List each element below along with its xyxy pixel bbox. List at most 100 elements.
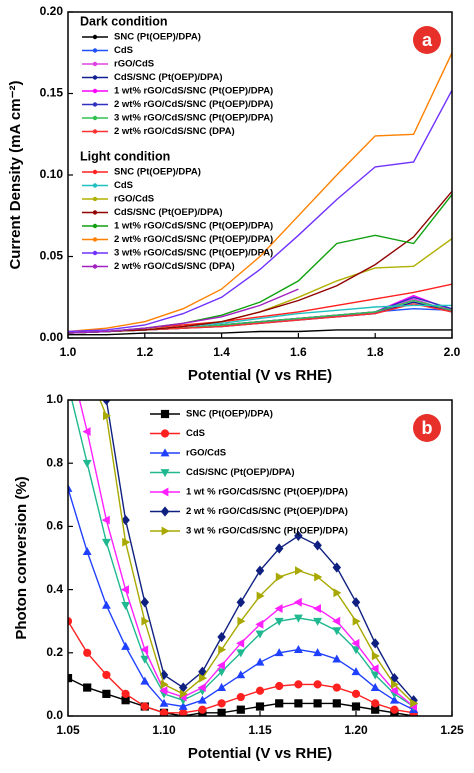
marker [293,614,303,623]
legend-label: 3 wt % rGO/CdS/SNC (Pt(OEP)/DPA) [186,526,348,537]
series-line [68,304,452,334]
marker [371,699,380,708]
marker [370,671,380,680]
marker [121,602,131,611]
marker [197,683,206,693]
marker [351,667,361,676]
legend-swatch-dot [92,48,98,53]
legend-label: CdS/SNC (Pt(OEP)/DPA) [186,467,295,478]
marker [274,604,283,614]
marker [351,597,361,608]
marker [332,627,342,636]
legend-swatch-dot [92,88,98,94]
marker [390,705,399,714]
marker [236,705,245,714]
plot-frame [67,11,453,339]
marker [159,686,168,696]
y-tick-label: 0.00 [40,330,64,344]
marker [332,654,342,663]
x-tick-label: 1.15 [248,723,272,737]
marker [312,604,321,614]
marker [314,572,323,582]
marker [313,540,322,551]
marker [82,459,92,468]
x-tick-label: 1.10 [152,723,176,737]
legend-label: 2 wt % rGO/CdS/SNC (Pt(OEP)/DPA) [186,506,348,517]
marker [101,515,110,525]
legend-swatch-dot [92,115,98,121]
legend-swatch-dot [92,102,98,107]
marker [332,616,341,626]
marker [103,411,112,421]
marker [218,645,227,655]
marker [332,562,342,573]
legend-label: CdS/SNC (Pt(OEP)/DPA) [114,207,223,218]
marker [255,686,265,695]
y-tick-label: 0.20 [40,4,64,18]
y-axis-title: Photon conversion (%) [13,476,30,639]
marker [256,591,265,601]
marker [237,616,246,626]
marker [294,680,303,689]
y-tick-label: 0.2 [46,645,63,659]
legend-swatch-dot [92,129,98,134]
marker [197,695,207,704]
legend-marker [161,526,170,536]
marker [313,699,322,708]
plot-frame [67,399,453,717]
marker [140,676,150,685]
marker [255,657,265,666]
legend-swatch-dot [92,250,98,256]
marker [102,670,111,680]
marker [255,702,265,711]
panel-badge [413,414,441,442]
marker [275,699,284,708]
marker [274,617,284,626]
marker [84,365,90,372]
legend-title: Light condition [80,149,170,163]
legend-marker [160,429,170,438]
marker [370,664,379,674]
legend-marker [160,469,170,478]
x-axis-title: Potential (V vs RHE) [188,745,332,762]
marker [351,646,361,655]
y-tick-label: 0.8 [46,455,63,469]
marker [275,681,284,691]
legend-label: rGO/CdS [114,194,154,205]
marker [159,708,169,716]
series-line [68,329,452,336]
marker [313,617,323,626]
marker [83,648,92,657]
marker [217,699,226,708]
series-line [71,400,414,708]
marker [236,649,246,658]
legend-swatch-dot [92,61,98,67]
legend-label: 3 wt% rGO/CdS/SNC (Pt(OEP)/DPA) [114,248,273,259]
series-line [68,52,452,333]
series-line [68,288,299,334]
marker [370,638,380,649]
x-tick-label: 1.05 [56,723,80,737]
legend-label: 2 wt% rGO/CdS/SNC (DPA) [114,126,235,137]
marker [236,692,245,702]
marker [293,645,303,654]
plot-area [68,52,452,336]
y-tick-label: 0.6 [46,519,63,533]
marker [121,689,130,698]
marker [255,630,265,639]
marker [160,679,169,689]
marker [255,565,265,576]
legend-swatch-dot [92,237,98,242]
marker [101,538,111,547]
panel-badge [413,26,441,54]
legend-label: CdS/SNC (Pt(OEP)/DPA) [114,72,223,83]
legend-swatch-dot [92,210,98,215]
legend-label: CdS [114,180,133,191]
legend-label: rGO/CdS [114,59,154,70]
marker [274,543,284,554]
marker [217,668,227,677]
legend-swatch-dot [92,169,98,175]
marker [101,600,111,609]
marker [199,673,208,683]
